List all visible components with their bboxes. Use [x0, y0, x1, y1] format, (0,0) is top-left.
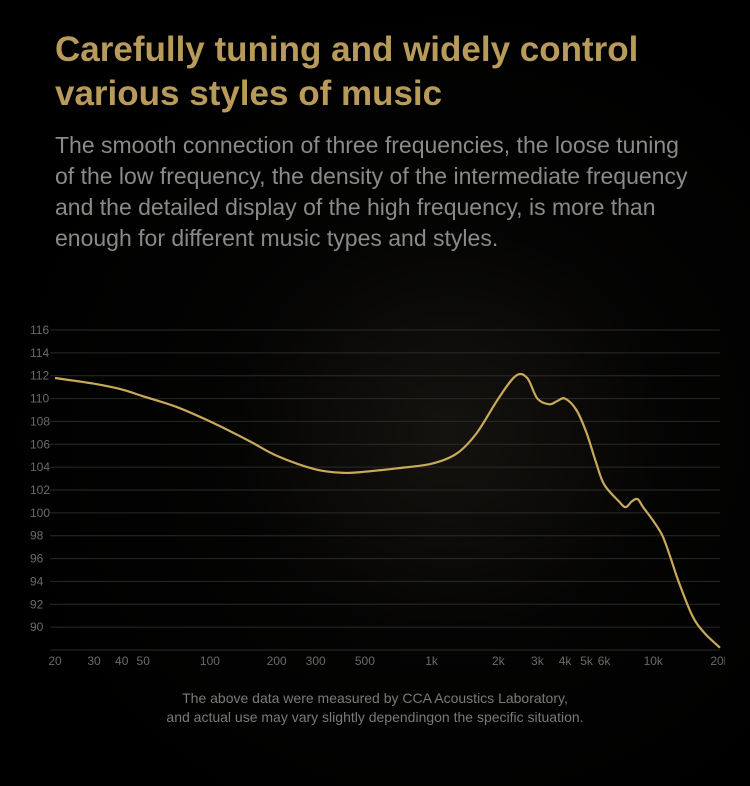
- svg-text:2k: 2k: [492, 654, 506, 668]
- page-subtitle: The smooth connection of three frequenci…: [55, 130, 700, 254]
- page-title: Carefully tuning and widely control vari…: [55, 28, 700, 116]
- svg-text:102: 102: [30, 483, 50, 497]
- svg-text:114: 114: [30, 346, 49, 360]
- svg-text:90: 90: [30, 620, 44, 634]
- svg-text:100: 100: [200, 654, 220, 668]
- svg-text:104: 104: [30, 460, 50, 474]
- svg-text:106: 106: [30, 437, 50, 451]
- svg-text:50: 50: [137, 654, 151, 668]
- text-block: Carefully tuning and widely control vari…: [0, 0, 750, 254]
- svg-text:500: 500: [355, 654, 375, 668]
- svg-text:96: 96: [30, 552, 44, 566]
- svg-text:6k: 6k: [598, 654, 612, 668]
- frequency-response-chart: 90 92 94 96 98 100 102 104 106 108 110 112 114 116 20…: [30, 325, 725, 670]
- chart-svg: 90 92 94 96 98 100 102 104 106 108 110 112 114 116 20…: [30, 325, 725, 670]
- svg-text:20k: 20k: [710, 654, 725, 668]
- footer-line-1: The above data were measured by CCA Acou…: [0, 689, 750, 709]
- chart-footer: The above data were measured by CCA Acou…: [0, 689, 750, 728]
- svg-text:98: 98: [30, 529, 44, 543]
- svg-text:1k: 1k: [425, 654, 439, 668]
- svg-text:108: 108: [30, 414, 50, 428]
- svg-text:3k: 3k: [531, 654, 545, 668]
- svg-text:20: 20: [48, 654, 62, 668]
- svg-text:300: 300: [306, 654, 326, 668]
- svg-text:110: 110: [30, 392, 49, 406]
- footer-line-2: and actual use may vary slightly dependi…: [0, 708, 750, 728]
- svg-text:112: 112: [30, 369, 49, 383]
- svg-text:92: 92: [30, 597, 44, 611]
- svg-text:94: 94: [30, 574, 44, 588]
- svg-text:40: 40: [115, 654, 129, 668]
- svg-text:100: 100: [30, 506, 50, 520]
- svg-text:4k: 4k: [559, 654, 573, 668]
- svg-text:10k: 10k: [644, 654, 664, 668]
- svg-text:5k: 5k: [580, 654, 594, 668]
- svg-text:200: 200: [267, 654, 287, 668]
- svg-text:30: 30: [87, 654, 101, 668]
- svg-text:116: 116: [30, 325, 49, 337]
